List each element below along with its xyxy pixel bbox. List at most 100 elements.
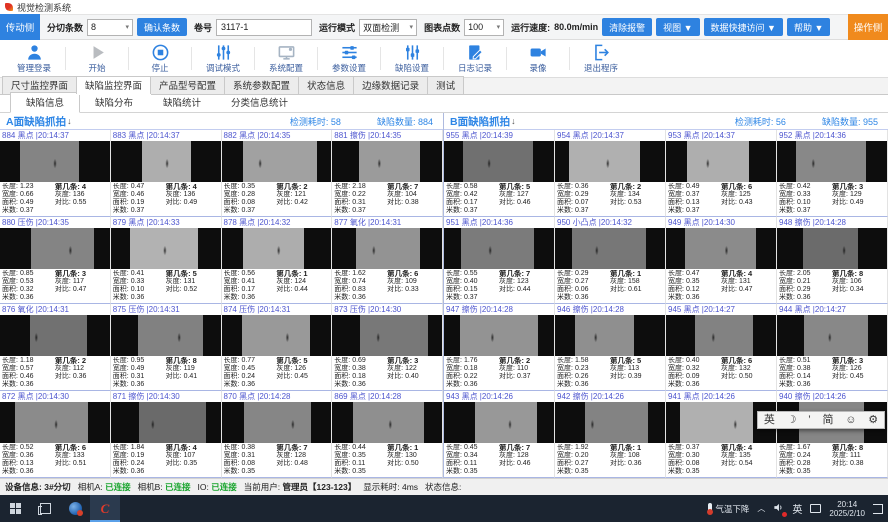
defect-cell-header: 941 黑点 |20:14:26 [668,391,736,401]
taskbar-app-browser[interactable] [60,495,90,522]
toolbar-button-tune-vertical[interactable]: 调试模式 [193,40,253,77]
defect-attr: 对比: 0.46 [499,199,531,206]
ime-language-indicator[interactable]: 英 [792,505,803,516]
defect-cell[interactable]: 943 黑点 |20:14:26 长度: 0.45 宽度: 0.34 面积: 0.11 米数:… [444,391,555,478]
defect-attr: 宽度: 0.23 [557,365,589,372]
taskbar-app-inspection[interactable]: C [90,495,120,522]
defect-cell[interactable]: 955 黑点 |20:14:39 长度: 0.58 宽度: 0.42 面积: 0.17 米数:… [444,130,555,217]
toolbar-button-monitor-gear[interactable]: 系统配置 [256,40,316,77]
main-tab-3[interactable]: 系统参数配置 [224,76,300,94]
toolbar-button-label: 开始 [88,63,106,73]
defect-cell[interactable]: 952 黑点 |20:14:36 长度: 0.42 宽度: 0.33 面积: 0.10 米数:… [777,130,888,217]
defect-cell[interactable]: 948 擦伤 |20:14:28 长度: 2.05 宽度: 0.21 面积: 0.29 米数:… [777,217,888,304]
defect-cell-info: 长度: 0.47 宽度: 0.35 面积: 0.12 米数: 0.36 第几条: 4 灰度: 131 对… [666,269,776,303]
defect-cell[interactable]: 946 擦伤 |20:14:28 长度: 1.58 宽度: 0.23 面积: 0.26 米数:… [555,304,666,391]
defect-attr: 米数: 0.37 [334,207,366,214]
toolbar-button-video-camera[interactable]: 录像 [508,40,568,77]
defect-image [332,227,442,269]
defect-cell-info: 长度: 0.47 宽度: 0.46 面积: 0.19 米数: 0.37 第几条: 4 灰度: 136 对… [111,182,221,216]
toolbar-button-exit-door[interactable]: 退出程序 [571,40,631,77]
sub-tab-3[interactable]: 分类信息统计 [231,98,289,109]
drive-side-button[interactable]: 传动侧 [0,14,40,40]
defect-cell[interactable]: 884 黑点 |20:14:37 长度: 1.23 宽度: 0.66 面积: 0.49 米数:… [0,130,111,217]
help-menu-button[interactable]: 帮助 ▼ [786,18,831,36]
toolbar-button-sliders-vertical[interactable]: 缺陷设置 [382,40,442,77]
defect-cell[interactable]: 878 黑点 |20:14:32 长度: 0.56 宽度: 0.41 面积: 0.17 米数:… [221,217,333,304]
touch-keyboard-icon[interactable] [810,504,822,513]
defect-cell[interactable]: 870 黑点 |20:14:28 长度: 0.38 宽度: 0.31 面积: 0.08 米数:… [221,391,333,478]
defect-attr: 第几条: 3 [387,357,419,365]
defect-cell[interactable]: 947 擦伤 |20:14:28 长度: 1.76 宽度: 0.18 面积: 0.22 米数:… [444,304,555,391]
weather-widget[interactable]: 气温下降 [707,503,749,515]
sub-tab-2[interactable]: 缺陷统计 [163,98,202,109]
ime-charset-toggle[interactable]: 简 [822,413,834,426]
main-tab-2[interactable]: 产品型号配置 [150,76,226,94]
confirm-count-button[interactable]: 确认条数 [137,18,188,36]
ime-shape-toggle-icon[interactable]: ☽ [786,413,797,426]
toolbar-button-log-edit[interactable]: 日志记录 [445,40,505,77]
view-menu-button[interactable]: 视图 ▼ [656,18,700,36]
defect-attr: 第几条: 1 [276,270,308,278]
defect-cell[interactable]: 881 擦伤 |20:14:35 长度: 2.18 宽度: 0.22 面积: 0.31 米数:… [332,130,443,217]
defect-cell[interactable]: 869 黑点 |20:14:28 长度: 0.44 宽度: 0.35 面积: 0.11 米数:… [332,391,443,478]
defect-cell[interactable]: 950 小凸点 |20:14:32 长度: 0.29 宽度: 0.27 面积: 0.06 米数… [555,217,666,304]
defect-cell[interactable]: 875 压伤 |20:14:31 长度: 0.95 宽度: 0.49 面积: 0.31 米数:… [110,304,222,391]
toolbar-button-stop[interactable]: 停止 [130,40,190,77]
ime-emoji-icon[interactable]: ☺ [845,413,857,426]
quick-access-menu-button[interactable]: 数据快捷访问 ▼ [703,18,783,36]
main-tab-5[interactable]: 边缘数据记录 [353,76,429,94]
roll-number-input[interactable]: 3117-1 [216,18,313,36]
taskbar-clock[interactable]: 20:14 2025/2/10 [829,500,865,518]
slit-count-select[interactable]: 8 ▾ [87,18,134,36]
sub-tab-1[interactable]: 缺陷分布 [95,98,134,109]
defect-attr: 灰度: 106 [832,278,862,285]
defect-attr: 对比: 0.36 [610,460,642,467]
operator-side-button[interactable]: 操作侧 [848,14,888,40]
defect-image [332,314,442,356]
defect-cell[interactable]: 882 黑点 |20:14:35 长度: 0.35 宽度: 0.28 面积: 0.08 米数:… [221,130,333,217]
defect-cell[interactable]: 945 黑点 |20:14:27 长度: 0.40 宽度: 0.32 面积: 0.09 米数:… [666,304,777,391]
defect-cell[interactable]: 949 黑点 |20:14:30 长度: 0.47 宽度: 0.35 面积: 0.12 米数:… [666,217,777,304]
defect-cell-header: 951 黑点 |20:14:36 [446,217,514,227]
defect-cell[interactable]: 872 黑点 |20:14:30 长度: 0.52 宽度: 0.36 面积: 0.13 米数:… [0,391,111,478]
defect-cell[interactable]: 874 压伤 |20:14:31 长度: 0.77 宽度: 0.45 面积: 0.24 米数:… [221,304,333,391]
defect-cell[interactable]: 883 黑点 |20:14:37 长度: 0.47 宽度: 0.46 面积: 0.19 米数:… [110,130,222,217]
defect-cell[interactable]: 954 黑点 |20:14:37 长度: 0.36 宽度: 0.29 面积: 0.07 米数:… [555,130,666,217]
ime-punctuation-toggle-icon[interactable]: ’ [808,413,811,426]
task-view-button[interactable] [30,495,60,522]
defect-cell[interactable]: 877 氧化 |20:14:31 长度: 1.62 宽度: 0.74 面积: 0.83 米数:… [332,217,443,304]
chevron-down-icon: ▾ [496,24,501,31]
defect-cell[interactable]: 944 黑点 |20:14:27 长度: 0.51 宽度: 0.38 面积: 0.14 米数:… [777,304,888,391]
main-tab-6[interactable]: 测试 [427,76,465,94]
defect-cell[interactable]: 942 擦伤 |20:14:26 长度: 1.92 宽度: 0.20 面积: 0.27 米数:… [555,391,666,478]
defect-cell[interactable]: 871 擦伤 |20:14:30 长度: 1.84 宽度: 0.19 面积: 0.24 米数:… [110,391,222,478]
defect-cell[interactable]: 953 黑点 |20:14:37 长度: 0.49 宽度: 0.37 面积: 0.13 米数:… [666,130,777,217]
run-mode-select[interactable]: 双面检测 ▾ [359,18,418,36]
volume-button[interactable] [773,502,788,517]
toolbar-button-user[interactable]: 管理登录 [4,40,64,77]
defect-cell[interactable]: 951 黑点 |20:14:36 长度: 0.55 宽度: 0.40 面积: 0.15 米数:… [444,217,555,304]
defect-cell[interactable]: 876 氧化 |20:14:31 长度: 1.18 宽度: 0.57 面积: 0.46 米数:… [0,304,111,391]
chart-points-select[interactable]: 100 ▾ [464,18,505,36]
notification-center-icon[interactable] [873,503,883,514]
defect-attr: 第几条: 7 [387,183,419,191]
defect-attr: 灰度: 128 [499,452,529,459]
ime-lang-toggle[interactable]: 英 [763,413,775,426]
toolbar-button-play[interactable]: 开始 [67,40,127,77]
start-button[interactable] [0,495,30,522]
defect-cell[interactable]: 940 擦伤 |20:14:26 长度: 1.67 宽度: 0.24 面积: 0.28 米数:… [777,391,888,478]
main-tab-4[interactable]: 状态信息 [298,76,355,94]
defect-attr: 长度: 0.95 [112,357,145,364]
current-user-label: 当前用户: [243,482,281,492]
clear-alarm-button[interactable]: 清除报警 [602,18,653,36]
main-tab-1[interactable]: 缺陷监控界面 [76,76,152,94]
defect-cell[interactable]: 879 黑点 |20:14:33 长度: 0.41 宽度: 0.33 面积: 0.10 米数:… [110,217,222,304]
tray-expand-icon[interactable]: ︿ [757,504,766,513]
defect-cell[interactable]: 880 压伤 |20:14:35 长度: 0.85 宽度: 0.53 面积: 0.32 米数:… [0,217,111,304]
toolbar-button-sliders-horizontal[interactable]: 参数设置 [319,40,379,77]
defect-attr: 宽度: 0.32 [668,365,700,372]
defect-cell[interactable]: 941 黑点 |20:14:26 长度: 0.37 宽度: 0.30 面积: 0.08 米数:… [666,391,777,478]
sub-tab-0[interactable]: 缺陷信息 [10,92,81,113]
defect-cell[interactable]: 873 压伤 |20:14:30 长度: 0.69 宽度: 0.38 面积: 0.18 米数:… [332,304,443,391]
ime-settings-gear-icon[interactable]: ⚙ [868,413,879,426]
